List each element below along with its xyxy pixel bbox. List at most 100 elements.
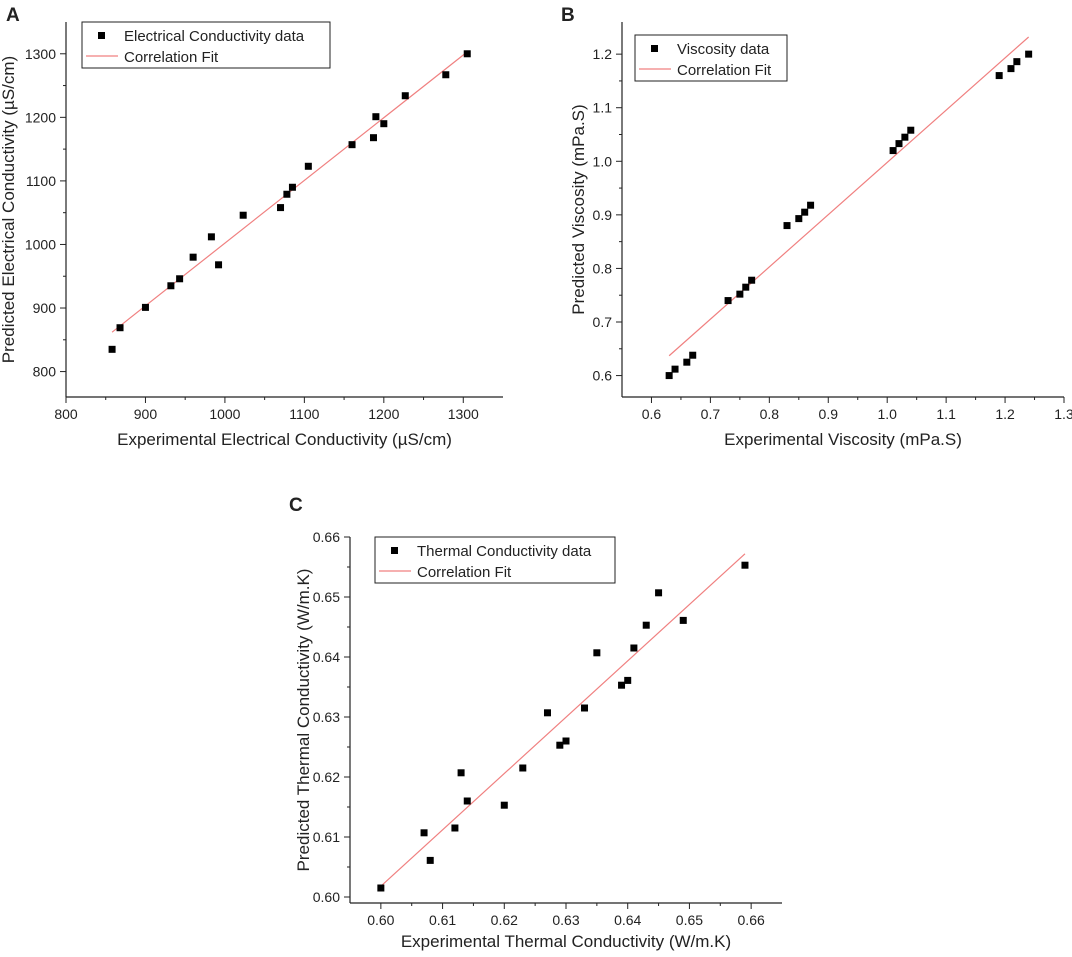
legend-label-data: Electrical Conductivity data <box>124 28 305 45</box>
x-tick-label: 0.60 <box>367 912 394 928</box>
data-point <box>995 72 1003 80</box>
data-point <box>401 92 409 100</box>
x-tick-label: 1.0 <box>877 406 897 422</box>
y-tick-label: 1200 <box>25 109 56 125</box>
data-point <box>562 737 570 745</box>
data-point <box>1013 58 1021 66</box>
data-point <box>801 208 809 216</box>
y-tick-label: 0.65 <box>313 589 340 605</box>
x-tick-label: 900 <box>134 406 158 422</box>
chart-panel-c: C 0.60 0.61 0.62 0.63 0.64 0.65 0.66 0.60 0.61 0.… <box>289 495 782 951</box>
data-point <box>795 215 803 223</box>
data-point <box>500 801 508 809</box>
x-tick-label: 0.7 <box>701 406 721 422</box>
data-point <box>369 134 377 142</box>
data-point <box>1025 50 1033 58</box>
y-tick-label: 0.9 <box>593 207 613 223</box>
data-point <box>304 162 312 170</box>
legend-box <box>81 21 331 69</box>
legend-box <box>634 34 788 82</box>
y-axis-title: Predicted Electrical Conductivity (µS/cm… <box>0 56 18 363</box>
x-axis-title: Experimental Thermal Conductivity (W/m.K… <box>401 932 731 951</box>
legend-marker-icon <box>391 547 398 554</box>
y-tick-label: 1.1 <box>593 100 613 116</box>
data-point <box>442 71 450 79</box>
data-point <box>215 261 223 269</box>
data-point <box>167 282 175 290</box>
y-tick-label: 0.60 <box>313 889 340 905</box>
data-point <box>889 147 897 155</box>
data-point <box>1007 65 1015 73</box>
panel-label-a: A <box>6 5 20 26</box>
data-point <box>176 275 184 283</box>
x-tick-label: 0.6 <box>642 406 662 422</box>
y-tick-label: 900 <box>33 300 57 316</box>
data-point <box>451 824 459 832</box>
x-tick-label: 0.64 <box>614 912 641 928</box>
data-point <box>671 365 679 373</box>
y-tick-label: 0.63 <box>313 709 340 725</box>
y-tick-label: 1000 <box>25 236 56 252</box>
data-point <box>463 797 471 805</box>
data-point <box>372 113 380 121</box>
x-tick-label: 1300 <box>448 406 479 422</box>
legend-box <box>374 536 616 584</box>
correlation-fit-line <box>380 553 746 887</box>
data-point <box>581 704 589 712</box>
chart-panel-b: B 0.6 0.7 0.8 0.9 1.0 1.1 1.2 1.3 0.6 0.7 0.8 0.9 1.… <box>561 5 1072 449</box>
y-tick-label: 0.7 <box>593 314 613 330</box>
data-point <box>783 222 791 230</box>
data-point <box>630 644 638 652</box>
x-tick-label: 0.61 <box>429 912 456 928</box>
data-point <box>593 649 601 657</box>
data-point <box>556 741 564 749</box>
data-point <box>543 709 551 717</box>
legend-label-data: Thermal Conductivity data <box>417 543 592 560</box>
data-point <box>348 141 356 149</box>
data-point <box>377 884 385 892</box>
data-point <box>463 50 471 58</box>
x-tick-label: 1.1 <box>936 406 956 422</box>
x-axis-title: Experimental Electrical Conductivity (µS… <box>117 430 452 449</box>
x-tick-label: 1100 <box>289 406 319 422</box>
x-tick-label: 0.62 <box>491 912 518 928</box>
data-point <box>724 297 732 305</box>
x-tick-label: 1200 <box>368 406 399 422</box>
data-point <box>283 190 291 198</box>
x-tick-label: 800 <box>54 406 78 422</box>
data-point <box>288 183 296 191</box>
y-axis-title: Predicted Thermal Conductivity (W/m.K) <box>294 569 313 872</box>
data-point <box>907 126 915 134</box>
y-tick-label: 1300 <box>25 46 56 62</box>
legend-label-fit: Correlation Fit <box>124 49 219 66</box>
x-tick-label: 1000 <box>209 406 240 422</box>
x-tick-label: 1.2 <box>995 406 1015 422</box>
data-point <box>116 324 124 332</box>
data-point <box>207 233 215 241</box>
data-point <box>895 140 903 148</box>
x-tick-label: 0.9 <box>819 406 839 422</box>
data-point <box>189 253 197 261</box>
data-point <box>239 211 247 219</box>
data-point <box>624 676 632 684</box>
panel-label-c: C <box>289 495 303 516</box>
chart-panel-a: A 800 900 1000 1100 1200 1300 800 900 1000 1100 12… <box>0 5 503 449</box>
x-tick-label: 0.65 <box>676 912 703 928</box>
y-axis-title: Predicted Viscosity (mPa.S) <box>569 104 588 314</box>
data-point <box>618 681 626 689</box>
data-point <box>665 372 673 380</box>
data-point <box>642 621 650 629</box>
x-tick-label: 1.3 <box>1054 406 1072 422</box>
y-tick-label: 800 <box>33 364 57 380</box>
data-point <box>741 561 749 569</box>
data-point <box>679 616 687 624</box>
legend-label-fit: Correlation Fit <box>677 62 772 79</box>
y-tick-label: 0.62 <box>313 769 340 785</box>
legend-label-fit: Correlation Fit <box>417 564 512 581</box>
data-point <box>742 283 750 291</box>
data-point <box>807 201 815 209</box>
y-tick-label: 0.8 <box>593 260 613 276</box>
data-point <box>457 769 465 777</box>
data-point <box>683 358 691 366</box>
